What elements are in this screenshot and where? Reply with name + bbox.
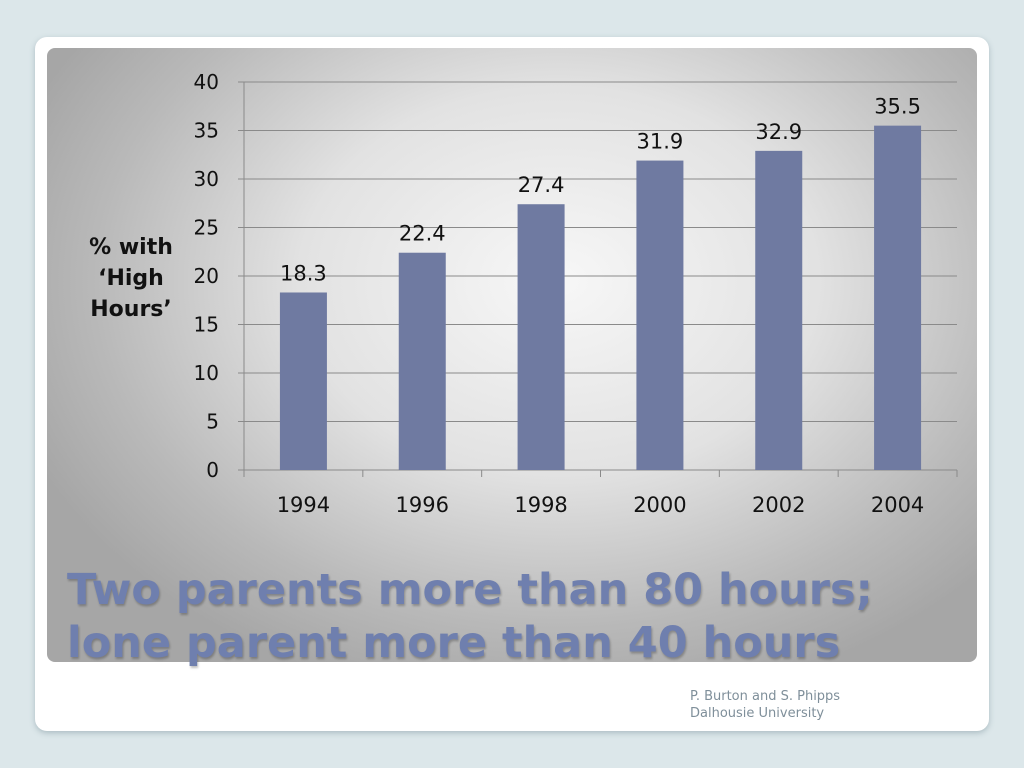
slide-title-line-1: Two parents more than 80 hours; [67, 565, 873, 615]
y-tick-label: 20 [194, 264, 219, 288]
y-axis-label-line-1: % with [89, 235, 173, 260]
y-axis-label-line-3: Hours’ [90, 297, 172, 322]
x-tick-label: 1996 [396, 493, 449, 517]
bar [874, 125, 922, 471]
data-label: 27.4 [518, 173, 565, 197]
credit-authors: P. Burton and S. Phipps [690, 689, 841, 704]
bar [398, 252, 446, 470]
data-label: 22.4 [399, 222, 446, 246]
y-tick-label: 15 [194, 313, 219, 337]
x-tick-label: 2004 [871, 493, 924, 517]
credit-institution: Dalhousie University [690, 706, 825, 721]
bar [755, 150, 803, 470]
y-tick-label: 25 [194, 216, 219, 240]
slide-title: Two parents more than 80 hours; lone par… [67, 564, 967, 670]
y-tick-label: 35 [194, 119, 219, 143]
bar [517, 204, 565, 470]
chart-panel [47, 48, 977, 662]
bar [279, 292, 327, 470]
data-label: 18.3 [280, 261, 327, 285]
y-tick-label: 30 [194, 167, 219, 191]
x-tick-label: 2002 [752, 493, 805, 517]
y-tick-label: 40 [194, 70, 219, 94]
y-axis-label: % with ‘High Hours’ [70, 232, 192, 325]
y-tick-label: 10 [194, 361, 219, 385]
y-axis-label-line-2: ‘High [98, 266, 164, 291]
bar [636, 160, 684, 470]
x-tick-label: 1994 [277, 493, 330, 517]
slide-title-line-2: lone parent more than 40 hours [67, 618, 841, 668]
x-tick-label: 1998 [514, 493, 567, 517]
x-tick-label: 2000 [633, 493, 686, 517]
credit: P. Burton and S. Phipps Dalhousie Univer… [690, 688, 840, 722]
data-label: 35.5 [874, 95, 921, 119]
y-tick-label: 5 [206, 410, 219, 434]
data-label: 32.9 [755, 120, 802, 144]
data-label: 31.9 [637, 130, 684, 154]
y-tick-label: 0 [206, 458, 219, 482]
